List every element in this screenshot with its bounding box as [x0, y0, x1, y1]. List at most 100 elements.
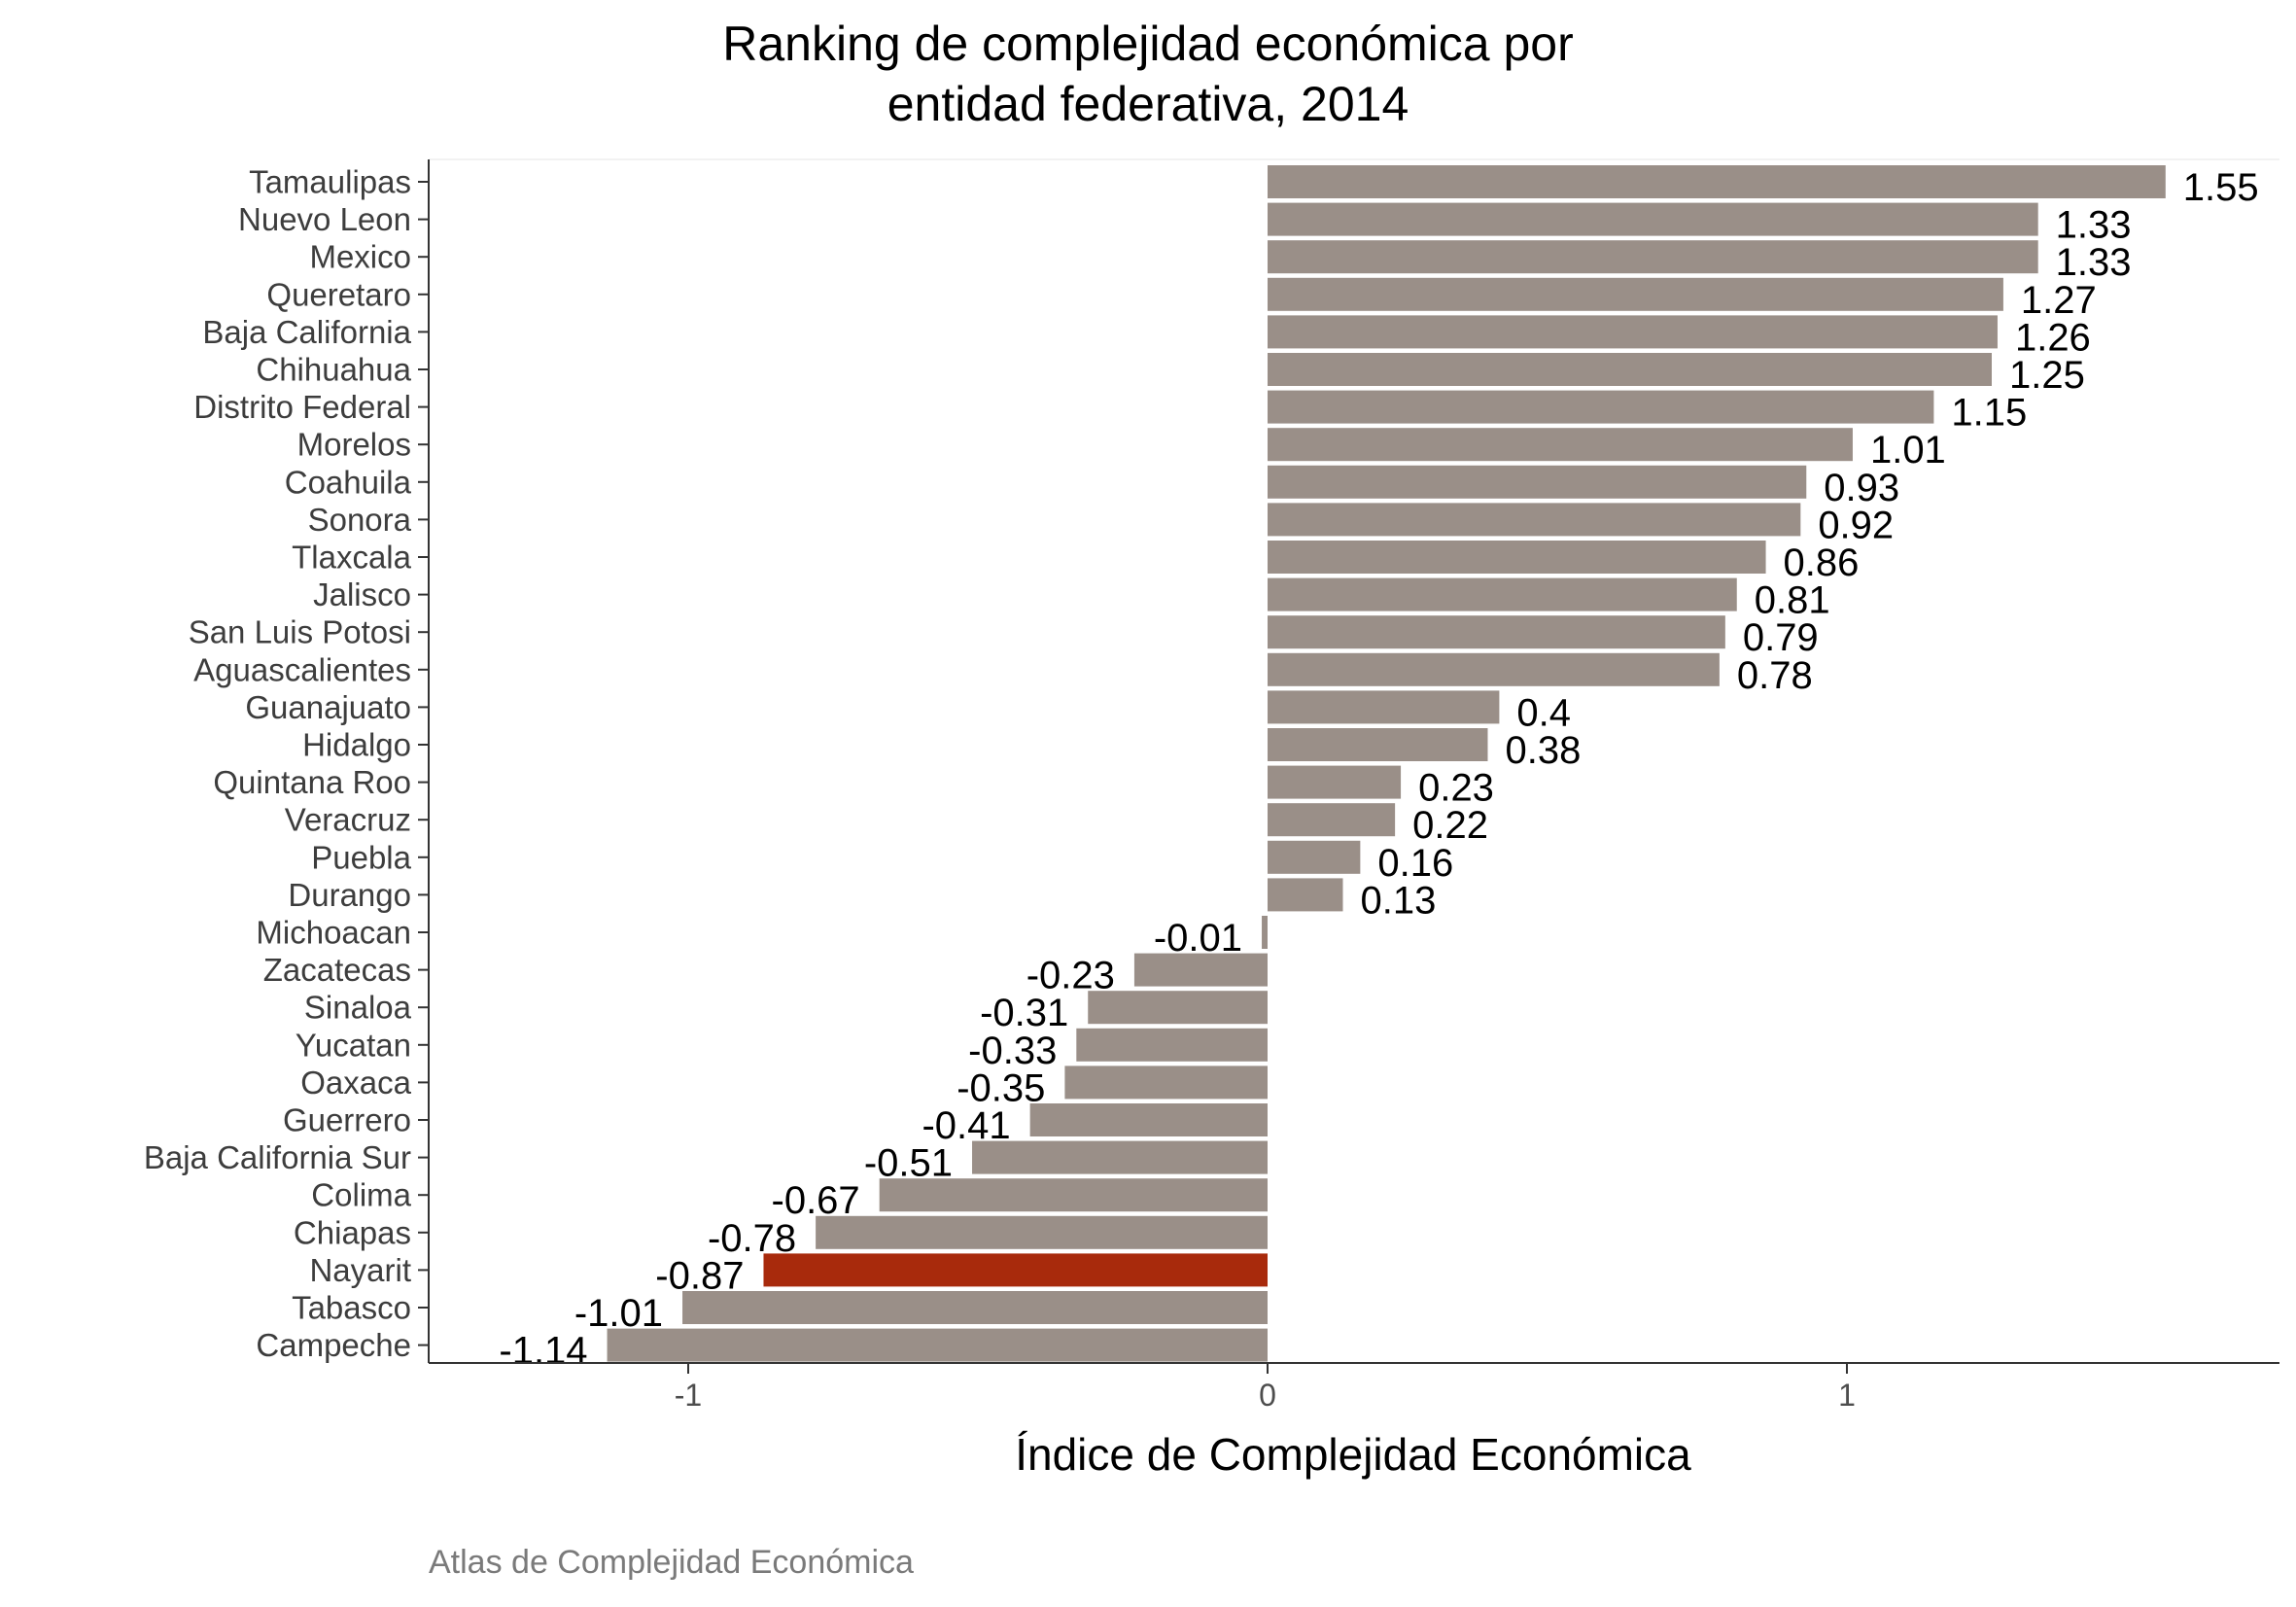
category-label-morelos: Morelos — [297, 427, 411, 463]
category-label-distrito-federal: Distrito Federal — [193, 389, 411, 425]
value-label-queretaro: 1.27 — [2021, 279, 2097, 322]
value-label-puebla: 0.16 — [1377, 842, 1453, 885]
value-label-yucatan: -0.33 — [968, 1030, 1057, 1072]
value-label-nayarit: -0.87 — [655, 1254, 744, 1297]
category-label-zacatecas: Zacatecas — [263, 952, 411, 988]
category-label-puebla: Puebla — [311, 839, 411, 875]
x-tick-label-1: 0 — [1259, 1378, 1276, 1413]
category-label-durango: Durango — [288, 877, 411, 913]
bar-campeche — [607, 1328, 1268, 1362]
bar-jalisco — [1268, 577, 1737, 611]
value-label-chihuahua: 1.25 — [2009, 354, 2085, 397]
value-label-tlaxcala: 0.86 — [1784, 541, 1860, 584]
chart-title-line-1: Ranking de complejidad económica por — [722, 17, 1574, 71]
bar-sonora — [1268, 503, 1801, 537]
value-label-zacatecas: -0.23 — [1026, 955, 1115, 997]
bar-tamaulipas — [1268, 165, 2166, 198]
category-label-quintana-roo: Quintana Roo — [213, 764, 411, 800]
chart-title-line-2: entidad federativa, 2014 — [887, 77, 1409, 131]
value-label-quintana-roo: 0.23 — [1418, 767, 1494, 810]
category-label-sonora: Sonora — [308, 502, 412, 538]
value-label-guanajuato: 0.4 — [1516, 691, 1571, 734]
bar-hidalgo — [1268, 728, 1488, 761]
x-axis-title: Índice de Complejidad Económica — [1015, 1429, 1691, 1480]
bar-aguascalientes — [1268, 652, 1720, 686]
x-tick-label-0: -1 — [675, 1378, 702, 1413]
category-label-campeche: Campeche — [256, 1327, 411, 1363]
value-label-colima: -0.67 — [772, 1179, 860, 1222]
category-label-chihuahua: Chihuahua — [256, 352, 411, 388]
category-label-colima: Colima — [311, 1177, 411, 1213]
bar-guanajuato — [1268, 690, 1500, 724]
category-label-baja-california: Baja California — [202, 314, 411, 350]
category-label-yucatan: Yucatan — [296, 1027, 411, 1063]
category-label-oaxaca: Oaxaca — [300, 1065, 411, 1100]
bar-baja-california — [1268, 315, 1998, 349]
category-label-tamaulipas: Tamaulipas — [249, 164, 411, 200]
bar-durango — [1268, 878, 1343, 912]
category-label-chiapas: Chiapas — [294, 1214, 411, 1250]
value-label-chiapas: -0.78 — [708, 1217, 796, 1260]
category-label-queretaro: Queretaro — [266, 276, 411, 312]
category-label-baja-california-sur: Baja California Sur — [144, 1139, 411, 1175]
bar-oaxaca — [1064, 1066, 1268, 1100]
value-label-baja-california-sur: -0.51 — [864, 1142, 953, 1185]
bar-sinaloa — [1088, 991, 1268, 1025]
value-label-san-luis-potosi: 0.79 — [1743, 616, 1819, 659]
bar-colima — [879, 1178, 1268, 1212]
value-label-coahuila: 0.93 — [1824, 467, 1899, 509]
bar-san-luis-potosi — [1268, 615, 1725, 649]
value-label-michoacan: -0.01 — [1154, 917, 1242, 960]
bar-coahuila — [1268, 465, 1807, 499]
bar-nayarit — [763, 1253, 1268, 1287]
value-label-morelos: 1.01 — [1870, 429, 1946, 472]
bar-tlaxcala — [1268, 541, 1766, 574]
category-label-jalisco: Jalisco — [313, 576, 411, 612]
value-label-hidalgo: 0.38 — [1505, 729, 1581, 772]
value-label-campeche: -1.14 — [499, 1330, 587, 1373]
category-label-michoacan: Michoacan — [256, 915, 411, 951]
category-label-guanajuato: Guanajuato — [245, 689, 411, 725]
category-label-coahuila: Coahuila — [285, 464, 412, 500]
bar-guerrero — [1029, 1103, 1268, 1136]
category-label-aguascalientes: Aguascalientes — [193, 651, 411, 687]
category-label-san-luis-potosi: San Luis Potosi — [189, 614, 411, 650]
value-label-nuevo-leon: 1.33 — [2056, 204, 2132, 247]
bar-distrito-federal — [1268, 390, 1934, 424]
value-label-veracruz: 0.22 — [1412, 804, 1488, 847]
bar-nuevo-leon — [1268, 202, 2038, 236]
category-label-hidalgo: Hidalgo — [302, 727, 411, 763]
bar-baja-california-sur — [972, 1140, 1268, 1174]
category-label-mexico: Mexico — [309, 239, 411, 275]
category-label-nuevo-leon: Nuevo Leon — [238, 201, 411, 237]
bar-tabasco — [682, 1291, 1268, 1324]
category-label-guerrero: Guerrero — [283, 1102, 411, 1138]
bar-michoacan — [1262, 916, 1268, 949]
category-label-veracruz: Veracruz — [285, 802, 411, 838]
bar-chihuahua — [1268, 353, 1992, 386]
value-label-sonora: 0.92 — [1818, 504, 1894, 546]
value-label-baja-california: 1.26 — [2015, 316, 2091, 359]
bar-zacatecas — [1133, 953, 1268, 987]
value-label-tamaulipas: 1.55 — [2183, 166, 2259, 209]
value-label-distrito-federal: 1.15 — [1951, 392, 2027, 435]
bar-puebla — [1268, 840, 1361, 874]
category-label-tabasco: Tabasco — [292, 1290, 411, 1326]
bar-veracruz — [1268, 803, 1396, 837]
value-label-aguascalientes: 0.78 — [1737, 654, 1813, 697]
value-label-guerrero: -0.41 — [922, 1104, 1010, 1147]
value-label-mexico: 1.33 — [2056, 241, 2132, 284]
bar-mexico — [1268, 240, 2038, 274]
value-label-jalisco: 0.81 — [1755, 579, 1830, 622]
bar-quintana-roo — [1268, 765, 1402, 799]
value-label-tabasco: -1.01 — [574, 1292, 663, 1335]
bar-queretaro — [1268, 277, 2003, 311]
category-label-tlaxcala: Tlaxcala — [292, 540, 412, 576]
x-tick-label-2: 1 — [1838, 1378, 1856, 1413]
value-label-durango: 0.13 — [1360, 879, 1436, 922]
bar-morelos — [1268, 428, 1853, 462]
value-label-oaxaca: -0.35 — [957, 1066, 1045, 1109]
value-label-sinaloa: -0.31 — [980, 992, 1068, 1034]
